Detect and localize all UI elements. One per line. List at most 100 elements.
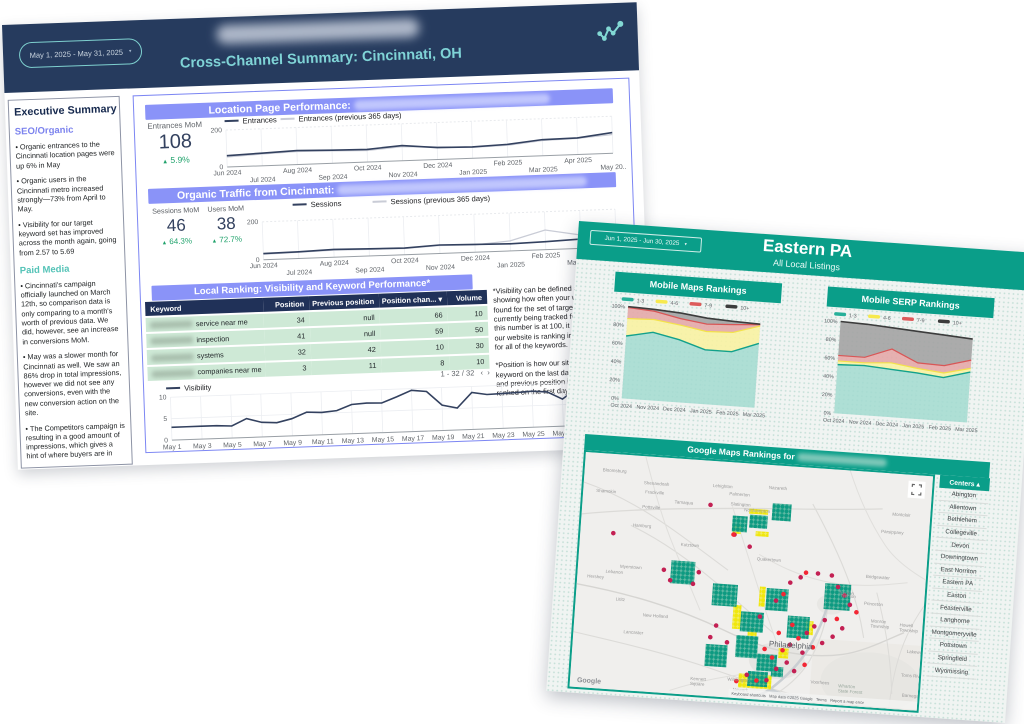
svg-text:Lancaster: Lancaster	[623, 629, 644, 635]
svg-text:Lebanon: Lebanon	[605, 569, 623, 575]
svg-text:4-6: 4-6	[670, 301, 678, 308]
svg-text:Voorhees: Voorhees	[810, 679, 830, 685]
svg-text:Dec 2024: Dec 2024	[461, 255, 491, 263]
svg-text:Mar 2025: Mar 2025	[529, 166, 558, 174]
svg-text:Barnegat: Barnegat	[902, 693, 921, 699]
svg-text:80%: 80%	[613, 322, 624, 329]
svg-text:Lakewood: Lakewood	[907, 649, 928, 655]
svg-text:Nov 2024: Nov 2024	[426, 264, 456, 272]
svg-text:New Holland: New Holland	[643, 612, 669, 619]
svg-text:Toms River: Toms River	[901, 673, 924, 680]
svg-text:Dec 2024: Dec 2024	[423, 162, 453, 170]
svg-text:Oct 2024: Oct 2024	[823, 418, 845, 425]
svg-text:Apr 2025: Apr 2025	[564, 157, 592, 165]
svg-text:May 11: May 11	[312, 438, 334, 446]
svg-text:Frackville: Frackville	[645, 489, 665, 495]
svg-text:Jan 2025: Jan 2025	[690, 408, 712, 416]
svg-text:40%: 40%	[610, 359, 621, 366]
svg-text:10+: 10+	[953, 320, 962, 327]
svg-text:Sessions: Sessions	[310, 199, 341, 209]
svg-text:0: 0	[256, 257, 260, 264]
svg-text:1-3: 1-3	[849, 313, 857, 320]
svg-text:Tamaqua: Tamaqua	[674, 499, 693, 505]
svg-text:Nov 2024: Nov 2024	[636, 404, 659, 412]
svg-text:100%: 100%	[824, 318, 838, 325]
svg-text:7-9: 7-9	[917, 318, 925, 325]
svg-text:Wharton: Wharton	[838, 683, 856, 689]
svg-text:Jan 2025: Jan 2025	[497, 261, 525, 269]
svg-text:Pottsville: Pottsville	[642, 504, 661, 510]
svg-text:Entrances (previous 365 days): Entrances (previous 365 days)	[298, 111, 402, 124]
svg-text:Sep 2024: Sep 2024	[355, 266, 385, 274]
svg-text:7-9: 7-9	[704, 303, 712, 310]
svg-text:0%: 0%	[611, 396, 619, 403]
svg-text:Sessions (previous 365 days): Sessions (previous 365 days)	[390, 194, 490, 207]
svg-text:Feb 2025: Feb 2025	[716, 410, 739, 418]
svg-text:Trenton: Trenton	[839, 590, 855, 596]
svg-text:Google: Google	[577, 677, 602, 686]
svg-text:Township: Township	[899, 627, 919, 633]
svg-text:Jul 2024: Jul 2024	[250, 176, 276, 184]
svg-text:Myerstown: Myerstown	[620, 564, 643, 571]
svg-text:Township: Township	[870, 623, 890, 629]
svg-text:Jun 2024: Jun 2024	[250, 262, 278, 270]
svg-text:Oct 2024: Oct 2024	[610, 403, 632, 410]
svg-text:Oct 2024: Oct 2024	[354, 165, 382, 173]
svg-text:Dec 2024: Dec 2024	[875, 421, 898, 429]
svg-text:Mar 2025: Mar 2025	[742, 412, 765, 420]
svg-text:Lititz: Lititz	[616, 596, 626, 602]
svg-text:State Forest: State Forest	[838, 688, 864, 695]
svg-text:10: 10	[159, 394, 167, 401]
svg-text:Shenandoah: Shenandoah	[644, 480, 670, 487]
svg-text:Aug 2024: Aug 2024	[320, 260, 350, 268]
svg-text:0%: 0%	[823, 411, 831, 418]
svg-text:60%: 60%	[612, 340, 623, 347]
svg-text:0: 0	[164, 437, 168, 444]
svg-text:20%: 20%	[609, 377, 620, 384]
svg-text:Nov 2024: Nov 2024	[849, 419, 872, 427]
svg-text:Hershey: Hershey	[587, 573, 605, 579]
svg-text:May 9: May 9	[283, 440, 302, 448]
svg-text:200: 200	[210, 127, 222, 134]
svg-text:Kutztown: Kutztown	[681, 542, 700, 548]
svg-text:80%: 80%	[825, 337, 836, 344]
svg-text:Princeton: Princeton	[864, 601, 884, 607]
svg-text:May 25: May 25	[522, 431, 545, 439]
svg-text:May 19: May 19	[432, 434, 455, 442]
svg-text:60%: 60%	[824, 355, 835, 362]
svg-text:Jul 2024: Jul 2024	[286, 269, 312, 277]
svg-text:Feb 2025: Feb 2025	[532, 252, 561, 260]
svg-text:100%: 100%	[611, 303, 625, 310]
svg-text:0: 0	[219, 164, 223, 171]
svg-text:Sep 2024: Sep 2024	[318, 174, 348, 182]
svg-text:Feb 2025: Feb 2025	[494, 159, 523, 167]
svg-text:Jan 2025: Jan 2025	[459, 169, 487, 177]
svg-text:200: 200	[247, 219, 259, 226]
svg-text:5: 5	[163, 416, 167, 423]
svg-text:Square: Square	[690, 681, 705, 687]
svg-text:Dec 2024: Dec 2024	[663, 406, 686, 414]
svg-text:May 15: May 15	[372, 436, 395, 444]
svg-text:Jun 2024: Jun 2024	[213, 170, 241, 178]
svg-text:Nov 2024: Nov 2024	[388, 171, 418, 179]
svg-text:Quakertown: Quakertown	[757, 556, 782, 563]
svg-text:May 5: May 5	[223, 442, 242, 450]
svg-text:Oct 2024: Oct 2024	[391, 257, 419, 265]
svg-text:May 7: May 7	[253, 441, 272, 449]
svg-text:Aug 2024: Aug 2024	[283, 167, 313, 175]
svg-text:Visibility: Visibility	[184, 383, 212, 393]
svg-text:1-3: 1-3	[636, 298, 644, 305]
svg-text:Philadelphia: Philadelphia	[769, 639, 814, 651]
svg-text:Feb 2025: Feb 2025	[928, 425, 951, 433]
svg-text:4-6: 4-6	[883, 315, 891, 322]
svg-text:Parsippany: Parsippany	[881, 529, 905, 536]
svg-text:Lehighton: Lehighton	[713, 483, 734, 489]
svg-text:Nazareth: Nazareth	[769, 485, 788, 491]
svg-text:Slatington: Slatington	[730, 501, 751, 507]
svg-text:40%: 40%	[823, 374, 834, 381]
svg-text:Bridgewater: Bridgewater	[866, 574, 891, 581]
svg-text:Northampton: Northampton	[744, 507, 771, 514]
svg-text:May 3: May 3	[193, 443, 212, 451]
svg-text:May 13: May 13	[342, 437, 365, 445]
svg-text:20%: 20%	[822, 392, 833, 399]
